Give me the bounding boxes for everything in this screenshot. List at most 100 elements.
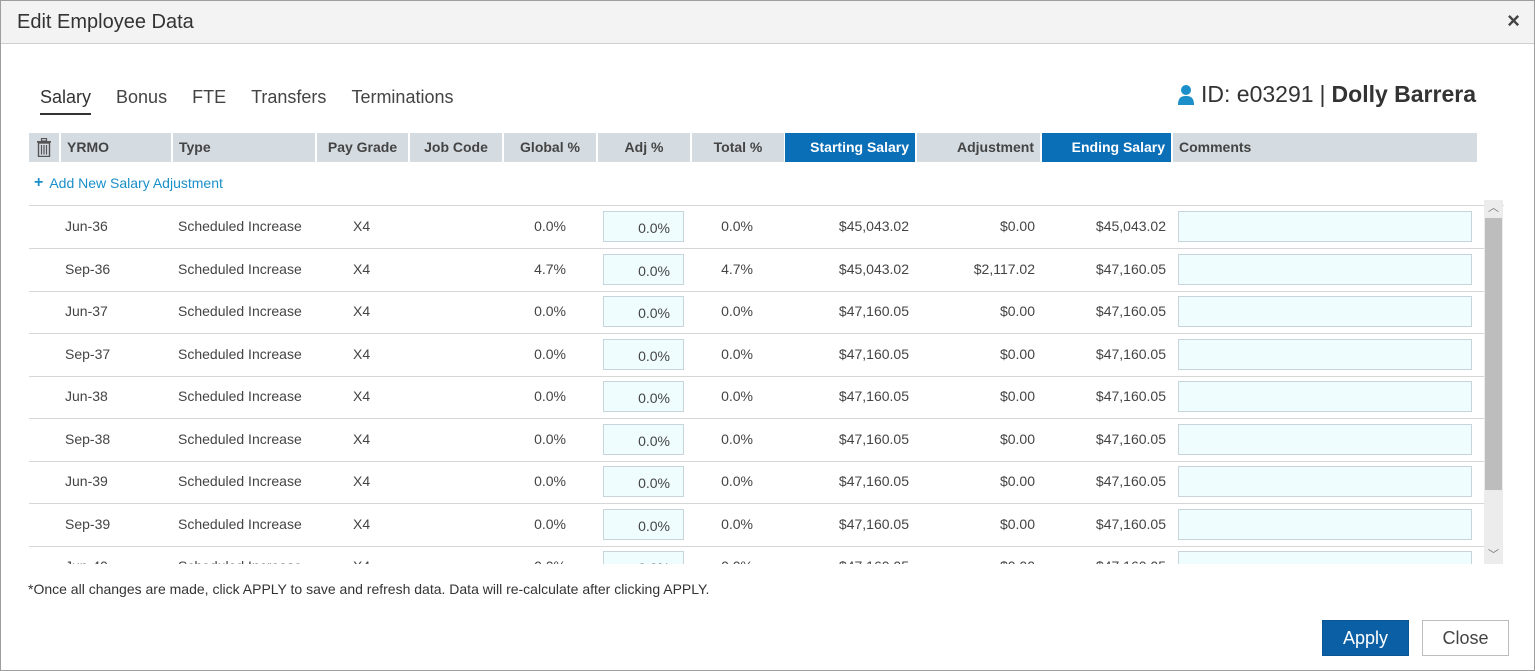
table-row: Sep-36 Scheduled Increase X4 4.7% 4.7% $45,04… bbox=[29, 249, 1484, 292]
cell-total-pct: 0.0% bbox=[721, 303, 753, 319]
cell-adjustment: $0.00 bbox=[999, 430, 1035, 447]
cell-pay-grade: X4 bbox=[353, 218, 371, 234]
cell-adjustment: $0.00 bbox=[919, 546, 1035, 564]
table-row: Jun-36 Scheduled Increase X4 0.0% 0.0% $45,04… bbox=[29, 206, 1484, 249]
comment-input[interactable] bbox=[1178, 551, 1472, 564]
cell-pay-grade: X4 bbox=[353, 260, 371, 277]
cell-pay-grade: X4 bbox=[353, 546, 393, 564]
salary-grid: Jun-36 Scheduled Increase X4 0.0% 0.0% $45,04… bbox=[29, 205, 1504, 564]
cell-global-pct: 0.0% bbox=[534, 345, 566, 362]
scroll-up-icon[interactable]: ︿ bbox=[1488, 202, 1499, 214]
table-row: Jun-40 Scheduled Increase X4 0.0% 0.0% $47,16… bbox=[29, 546, 1484, 564]
cell-starting-salary: $47,160.05 bbox=[838, 473, 909, 489]
cell-global-pct: 0.0% bbox=[534, 388, 566, 404]
employee-id: ID: e03291 bbox=[1201, 81, 1314, 107]
cell-yrmo: Jun-37 bbox=[65, 303, 108, 319]
cell-starting-salary: $47,160.05 bbox=[789, 546, 909, 564]
adj-pct-input[interactable]: 0.0% bbox=[603, 381, 684, 412]
adj-pct-input[interactable]: 0.0% bbox=[603, 423, 684, 455]
col-header-type: Type bbox=[173, 133, 315, 162]
table-row: Jun-38 Scheduled Increase X4 0.0% 0.0% $47,16… bbox=[29, 376, 1484, 419]
table-row: Sep-37 Scheduled Increase X4 0.0% 0.0% $47,16… bbox=[29, 334, 1484, 377]
comment-input[interactable] bbox=[1178, 296, 1472, 327]
cell-job-code bbox=[419, 334, 499, 376]
cell-global-pct: 4.7% bbox=[534, 260, 566, 277]
adj-pct-input[interactable]: 0.0% bbox=[603, 253, 684, 285]
cell-starting-salary: $45,043.02 bbox=[838, 260, 909, 277]
cell-global-pct: 0.0% bbox=[534, 473, 566, 489]
tab-transfers[interactable]: Transfers bbox=[251, 87, 327, 107]
adj-pct-input[interactable]: 0.0% bbox=[603, 338, 684, 370]
cell-type: Scheduled Increase bbox=[178, 303, 302, 319]
scroll-down-icon[interactable]: ﹀ bbox=[1488, 549, 1499, 561]
adj-pct-input[interactable]: 0.0% bbox=[603, 508, 684, 540]
cell-yrmo: Jun-36 bbox=[65, 218, 108, 234]
tab-salary[interactable]: Salary bbox=[40, 87, 92, 115]
cell-total-pct: 0.0% bbox=[689, 546, 753, 564]
table-row: Sep-39 Scheduled Increase X4 0.0% 0.0% $47,16… bbox=[29, 504, 1484, 547]
cell-yrmo: Jun-40 bbox=[65, 546, 165, 564]
person-icon bbox=[1178, 84, 1195, 105]
tab-terminations[interactable]: Terminations bbox=[351, 87, 454, 107]
grid-scrollbar[interactable]: ︿ ﹀ bbox=[1484, 200, 1503, 564]
cell-ending-salary: $47,160.05 bbox=[1095, 388, 1166, 404]
footer-note: *Once all changes are made, click APPLY … bbox=[28, 581, 710, 597]
cell-job-code bbox=[419, 291, 499, 333]
cell-total-pct: 0.0% bbox=[721, 388, 753, 404]
col-header-starting-salary: Starting Salary bbox=[785, 133, 915, 162]
cell-job-code bbox=[419, 376, 499, 418]
cell-type: Scheduled Increase bbox=[178, 345, 302, 362]
cell-starting-salary: $47,160.05 bbox=[838, 515, 909, 532]
cell-adjustment: $2,117.02 bbox=[973, 260, 1035, 277]
trash-icon[interactable] bbox=[36, 138, 52, 157]
cell-adjustment: $0.00 bbox=[999, 515, 1035, 532]
cell-total-pct: 0.0% bbox=[721, 345, 753, 362]
scroll-thumb[interactable] bbox=[1485, 218, 1502, 490]
cell-starting-salary: $47,160.05 bbox=[838, 430, 909, 447]
cell-adjustment: $0.00 bbox=[999, 303, 1035, 319]
col-header-pay-grade: Pay Grade bbox=[317, 133, 408, 162]
comment-input[interactable] bbox=[1178, 211, 1472, 242]
close-icon[interactable]: × bbox=[1507, 8, 1520, 33]
cell-yrmo: Jun-38 bbox=[65, 388, 108, 404]
cell-type: Scheduled Increase bbox=[178, 430, 302, 447]
cell-global-pct: 0.0% bbox=[499, 546, 566, 564]
plus-icon: + bbox=[34, 174, 44, 191]
cell-yrmo: Sep-39 bbox=[65, 515, 111, 532]
cell-global-pct: 0.0% bbox=[534, 218, 566, 234]
dialog-titlebar: Edit Employee Data × bbox=[1, 1, 1534, 44]
cell-ending-salary: $47,160.05 bbox=[1095, 515, 1166, 532]
cell-ending-salary: $47,160.05 bbox=[1095, 260, 1166, 277]
col-header-total-pct: Total % bbox=[692, 133, 784, 162]
comment-input[interactable] bbox=[1178, 423, 1472, 455]
delete-column-header[interactable] bbox=[29, 133, 59, 162]
cell-global-pct: 0.0% bbox=[534, 303, 566, 319]
apply-button[interactable]: Apply bbox=[1322, 620, 1409, 656]
close-button[interactable]: Close bbox=[1422, 620, 1509, 656]
adj-pct-input[interactable]: 0.0% bbox=[603, 296, 684, 327]
comment-input[interactable] bbox=[1178, 381, 1472, 412]
adj-pct-input[interactable]: 0.0% bbox=[603, 211, 684, 242]
cell-adjustment: $0.00 bbox=[999, 218, 1035, 234]
cell-yrmo: Jun-39 bbox=[65, 473, 108, 489]
comment-input[interactable] bbox=[1178, 508, 1472, 540]
cell-type: Scheduled Increase bbox=[178, 260, 302, 277]
adj-pct-input[interactable]: 0.0% bbox=[603, 466, 684, 497]
cell-pay-grade: X4 bbox=[353, 430, 371, 447]
cell-yrmo: Sep-38 bbox=[65, 430, 111, 447]
cell-ending-salary: $47,160.05 bbox=[1095, 303, 1166, 319]
add-salary-adjustment-link[interactable]: + Add New Salary Adjustment bbox=[34, 174, 223, 192]
tab-fte[interactable]: FTE bbox=[192, 87, 227, 107]
cell-global-pct: 0.0% bbox=[534, 515, 566, 532]
cell-total-pct: 4.7% bbox=[721, 260, 753, 277]
adj-pct-input[interactable]: 0.0% bbox=[603, 551, 684, 564]
cell-total-pct: 0.0% bbox=[721, 473, 753, 489]
cell-starting-salary: $47,160.05 bbox=[838, 303, 909, 319]
comment-input[interactable] bbox=[1178, 338, 1472, 370]
col-header-adj-pct: Adj % bbox=[598, 133, 690, 162]
comment-input[interactable] bbox=[1178, 466, 1472, 497]
cell-type: Scheduled Increase bbox=[178, 546, 328, 564]
comment-input[interactable] bbox=[1178, 253, 1472, 285]
tab-bonus[interactable]: Bonus bbox=[116, 87, 168, 107]
employee-name: Dolly Barrera bbox=[1331, 81, 1476, 107]
